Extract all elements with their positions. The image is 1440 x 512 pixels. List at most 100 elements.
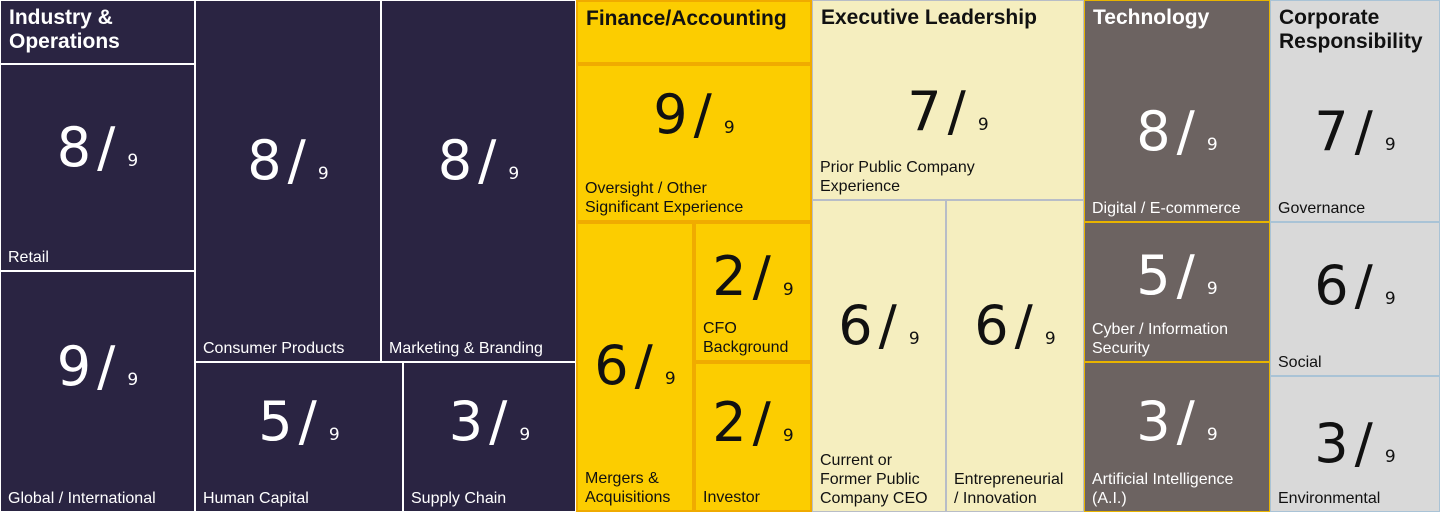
label-marketing-branding: Marketing & Branding [389,340,543,357]
score-mergers-acquisitions: 6/9 [594,334,676,397]
score-value: 3 [1136,390,1173,453]
score-value: 3 [448,390,486,453]
score-total: 9 [127,370,139,390]
label-cyber-security: Cyber / Information Security [1092,321,1229,357]
label-governance: Governance [1278,200,1366,217]
score-supply-chain: 3/9 [448,390,531,453]
score-cfo-background: 2/9 [712,245,794,308]
label-artificial-intelligence: Artificial Intelligence (A.I.) [1092,471,1234,507]
score-total: 9 [1384,135,1396,155]
label-cfo-background: CFO Background [703,320,789,356]
score-value: 8 [1136,100,1173,163]
score-public-company-ceo: 6/9 [838,294,920,357]
executive-leadership-title: Executive Leadership [821,6,1037,29]
score-total: 9 [317,164,329,184]
label-human-capital: Human Capital [203,490,309,507]
cell-global-international: 9/9 Global / International [0,271,195,512]
score-value: 8 [437,129,475,192]
label-entrepreneurial-innovation: Entrepreneurial / Innovation [954,471,1064,507]
cell-retail: 8/9 Retail [0,64,195,271]
score-value: 9 [56,335,94,398]
label-prior-public-company: Prior Public Company Experience [820,159,975,195]
score-value: 2 [712,391,749,454]
label-mergers-acquisitions: Mergers & Acquisitions [585,470,671,506]
score-value: 6 [1314,254,1351,317]
cell-investor: 2/9 Investor [694,362,812,512]
score-prior-public-company: 7/9 [907,80,989,143]
score-value: 5 [258,390,295,453]
score-total: 9 [664,369,676,389]
cell-environmental: 3/9 Environmental [1270,376,1440,512]
label-global-international: Global / International [8,490,156,507]
score-oversight: 9/9 [653,83,735,146]
score-total: 9 [1206,279,1218,299]
score-value: 5 [1136,244,1173,307]
score-total: 9 [782,280,794,300]
score-human-capital: 5/9 [258,390,340,453]
score-global-international: 9/9 [56,335,139,398]
cell-supply-chain: 3/9 Supply Chain [403,362,576,512]
score-total: 9 [1206,425,1218,445]
score-total: 9 [977,115,989,135]
score-digital-ecommerce: 8/9 [1136,100,1218,163]
industry-operations-title: Industry & Operations [9,6,120,53]
label-public-company-ceo: Current or Former Public Company CEO [820,452,928,507]
score-environmental: 3/9 [1314,412,1396,475]
score-investor: 2/9 [712,391,794,454]
score-marketing-branding: 8/9 [437,129,520,192]
finance-accounting-title: Finance/Accounting [586,7,787,30]
score-value: 6 [594,334,631,397]
cell-governance: Corporate Responsibility 7/9 Governance [1270,0,1440,222]
score-total: 9 [328,425,340,445]
score-total: 9 [519,425,531,445]
cell-consumer-products: 8/9 Consumer Products [195,0,381,362]
cell-public-company-ceo: 6/9 Current or Former Public Company CEO [812,200,946,512]
score-value: 8 [56,116,94,179]
score-total: 9 [1384,289,1396,309]
score-total: 9 [723,118,735,138]
label-investor: Investor [703,489,760,506]
score-total: 9 [1044,329,1056,349]
score-retail: 8/9 [56,116,139,179]
cell-cfo-background: 2/9 CFO Background [694,222,812,362]
label-oversight: Oversight / Other Significant Experience [585,180,744,216]
score-value: 7 [1314,100,1351,163]
label-consumer-products: Consumer Products [203,340,345,357]
score-consumer-products: 8/9 [247,129,329,192]
label-retail: Retail [8,249,49,266]
score-value: 2 [712,245,749,308]
score-value: 3 [1314,412,1351,475]
score-total: 9 [908,329,920,349]
score-governance: 7/9 [1314,100,1396,163]
score-cyber-security: 5/9 [1136,244,1218,307]
cell-mergers-acquisitions: 6/9 Mergers & Acquisitions [576,222,694,512]
industry-title-cell: Industry & Operations [0,0,195,64]
cell-entrepreneurial-innovation: 6/9 Entrepreneurial / Innovation [946,200,1084,512]
score-value: 7 [907,80,944,143]
technology-title: Technology [1093,6,1210,29]
score-social: 6/9 [1314,254,1396,317]
score-total: 9 [1384,447,1396,467]
corporate-responsibility-title: Corporate Responsibility [1279,6,1423,53]
cell-cyber-security: 5/9 Cyber / Information Security [1084,222,1270,362]
cell-human-capital: 5/9 Human Capital [195,362,403,512]
cell-social: 6/9 Social [1270,222,1440,376]
cell-prior-public-company: Executive Leadership 7/9 Prior Public Co… [812,0,1084,200]
finance-title-cell: Finance/Accounting [576,0,812,64]
score-artificial-intelligence: 3/9 [1136,390,1218,453]
score-value: 8 [247,129,284,192]
label-social: Social [1278,354,1322,371]
score-value: 6 [838,294,875,357]
score-entrepreneurial-innovation: 6/9 [974,294,1056,357]
score-value: 9 [653,83,690,146]
score-total: 9 [127,151,139,171]
score-value: 6 [974,294,1011,357]
cell-digital-ecommerce: Technology 8/9 Digital / E-commerce [1084,0,1270,222]
label-supply-chain: Supply Chain [411,490,507,507]
score-total: 9 [508,164,520,184]
label-environmental: Environmental [1278,490,1381,507]
score-total: 9 [1206,135,1218,155]
cell-artificial-intelligence: 3/9 Artificial Intelligence (A.I.) [1084,362,1270,512]
cell-marketing-branding: 8/9 Marketing & Branding [381,0,576,362]
